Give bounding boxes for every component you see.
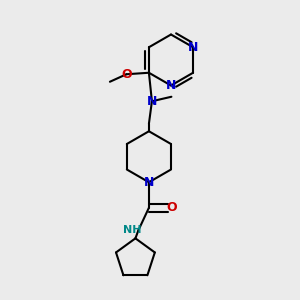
Text: N: N	[147, 95, 157, 108]
Text: O: O	[166, 201, 177, 214]
Text: N: N	[144, 176, 154, 189]
Text: O: O	[121, 68, 132, 81]
Text: N: N	[188, 41, 198, 54]
Text: NH: NH	[123, 225, 142, 235]
Text: N: N	[166, 79, 176, 92]
